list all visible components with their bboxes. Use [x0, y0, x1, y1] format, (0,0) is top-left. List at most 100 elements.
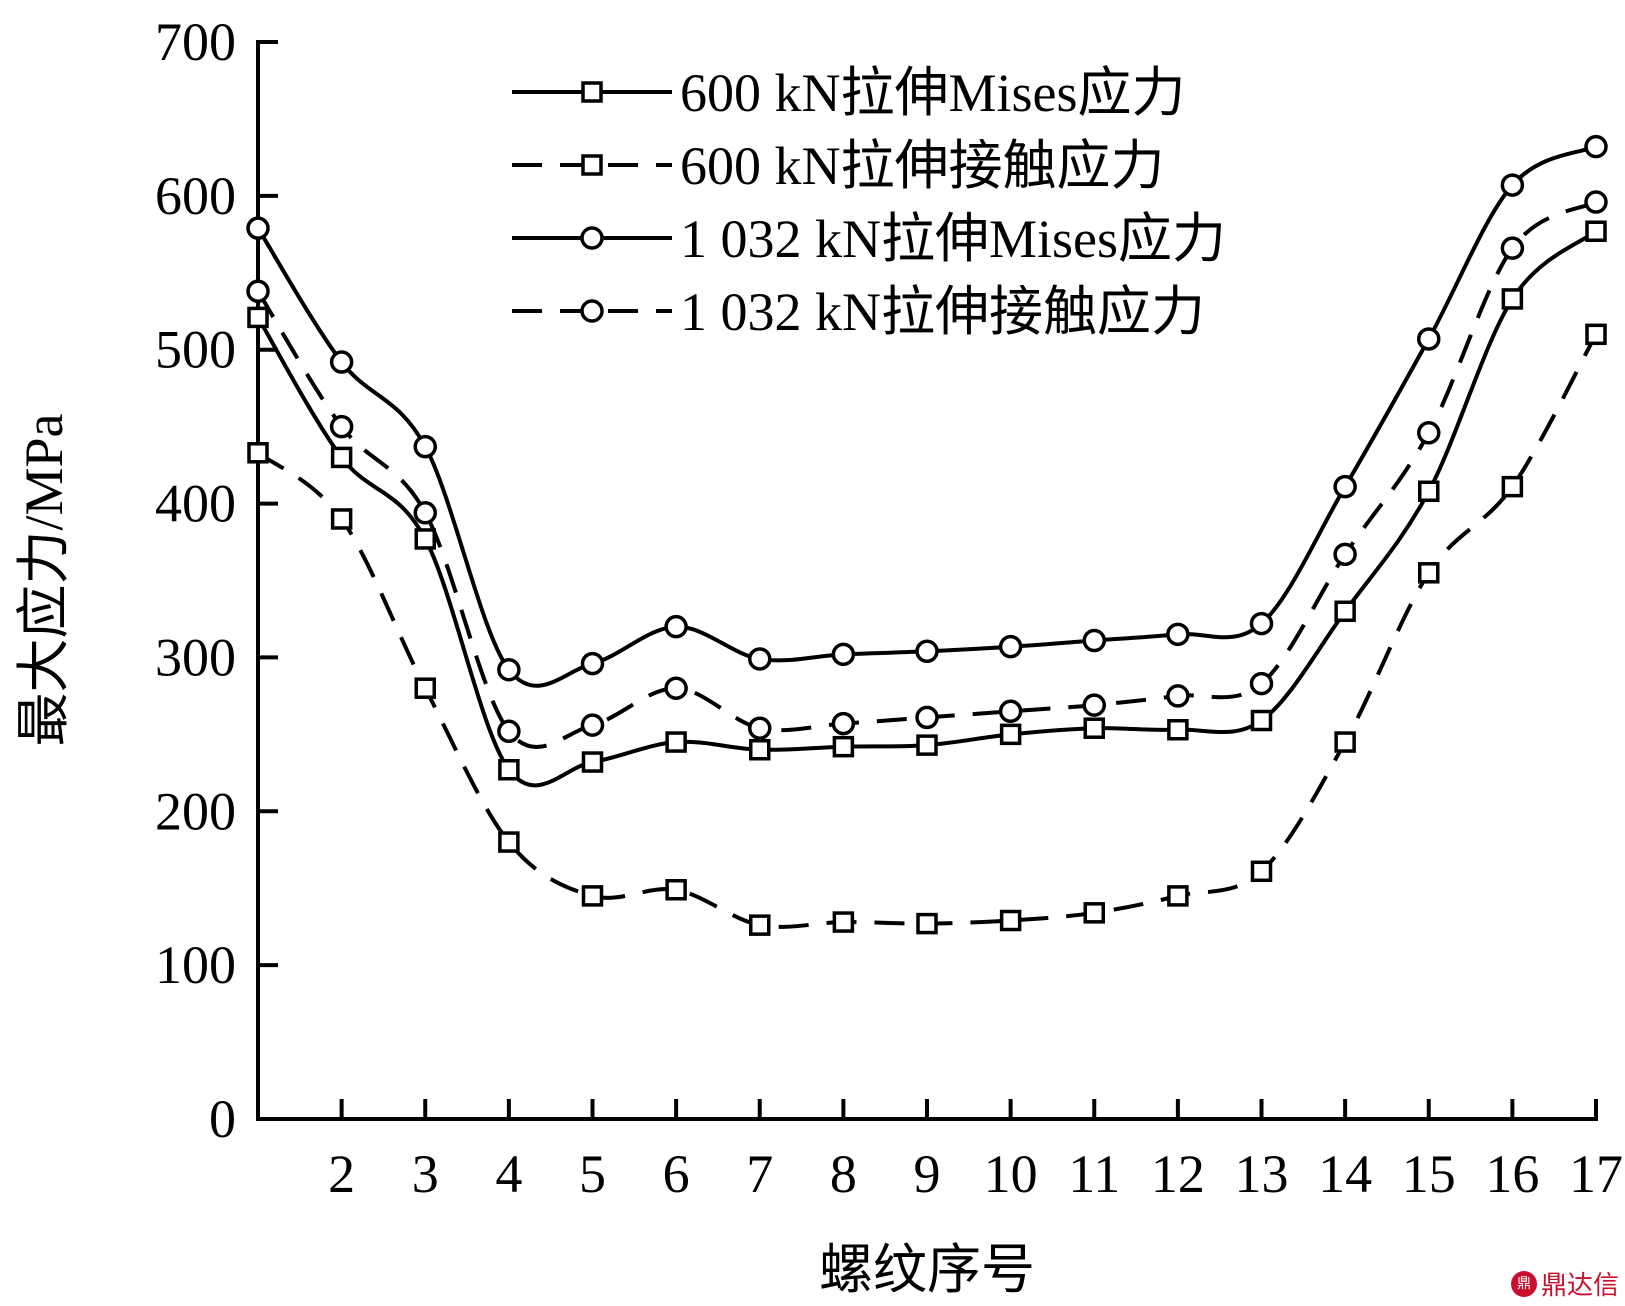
data-point — [1167, 885, 1189, 907]
data-point — [998, 699, 1023, 724]
data-point — [999, 909, 1022, 932]
data-point — [748, 647, 772, 671]
data-point — [999, 723, 1022, 746]
data-point — [665, 879, 687, 901]
y-tick-label: 300 — [155, 627, 236, 687]
y-tick-label: 0 — [209, 1089, 236, 1149]
data-point — [580, 651, 605, 676]
data-point — [749, 738, 771, 761]
data-point — [1418, 480, 1440, 503]
data-point — [1333, 542, 1357, 567]
x-tick-label: 6 — [663, 1144, 690, 1204]
series-1 — [247, 220, 1607, 788]
data-point — [1082, 693, 1106, 717]
x-tick-label: 10 — [984, 1144, 1038, 1204]
data-point — [831, 642, 856, 667]
data-point — [748, 716, 772, 740]
data-point — [916, 912, 938, 935]
data-point — [498, 758, 520, 781]
watermark-logo-icon: 鼎 — [1510, 1270, 1537, 1297]
y-tick-label: 400 — [155, 474, 236, 534]
data-point — [414, 528, 436, 550]
data-point — [915, 705, 939, 730]
data-point — [1500, 236, 1525, 260]
series-4 — [246, 190, 1608, 749]
data-point — [749, 914, 771, 936]
watermark-text: 鼎达信 — [1540, 1271, 1619, 1301]
data-point — [330, 446, 353, 469]
data-point — [1249, 671, 1274, 696]
series-2 — [247, 323, 1607, 936]
data-point — [246, 216, 270, 240]
data-point — [1584, 190, 1608, 214]
data-point — [581, 885, 604, 907]
data-point — [832, 911, 855, 933]
y-axis-title: 最大应力/MPa — [14, 413, 74, 746]
data-point — [1166, 622, 1190, 647]
data-point — [497, 719, 521, 744]
data-point — [1166, 684, 1190, 708]
data-point — [916, 734, 938, 756]
x-tick-label: 16 — [1485, 1144, 1539, 1204]
data-point — [246, 279, 270, 303]
x-ticks: 2 3 4 5 6 7 8 9 10 11 12 13 14 15 16 17 — [256, 1099, 1623, 1204]
data-point — [247, 306, 269, 329]
data-point — [413, 501, 437, 525]
data-point — [832, 735, 855, 758]
legend-label: 1 032 kN拉伸接触应力 — [680, 282, 1205, 342]
x-tick-label: 9 — [914, 1144, 941, 1204]
y-tick-label: 100 — [155, 935, 236, 995]
data-point — [1501, 475, 1524, 498]
data-point — [1585, 220, 1607, 242]
watermark: 鼎 鼎达信 — [1510, 1265, 1619, 1302]
data-point — [831, 711, 856, 736]
legend-marker — [580, 226, 604, 250]
data-point — [1501, 288, 1524, 310]
data-point — [1250, 860, 1273, 883]
data-point — [1083, 902, 1105, 924]
y-tick-label: 500 — [155, 320, 236, 380]
data-point — [1250, 709, 1273, 732]
data-point — [330, 508, 353, 530]
legend-marker — [581, 154, 603, 176]
data-point — [1418, 562, 1440, 584]
data-point — [1334, 731, 1356, 753]
legend: 600 kN拉伸Mises应力 600 kN拉伸接触应力 1 032 kN拉伸Mis… — [512, 63, 1226, 342]
x-tick-label: 5 — [579, 1144, 606, 1204]
series-layer — [246, 134, 1608, 936]
data-point — [1083, 717, 1105, 739]
y-tick-label: 200 — [155, 781, 236, 841]
data-point — [329, 350, 354, 374]
data-point — [580, 713, 605, 737]
x-tick-label: 12 — [1151, 1144, 1205, 1204]
data-point — [998, 634, 1023, 659]
series-3 — [246, 134, 1608, 688]
legend-label: 1 032 kN拉伸Mises应力 — [680, 209, 1226, 269]
x-tick-label: 8 — [830, 1144, 857, 1204]
x-tick-label: 2 — [328, 1144, 355, 1204]
data-point — [1333, 474, 1357, 499]
data-point — [1334, 600, 1356, 623]
data-point — [664, 676, 688, 700]
data-point — [1417, 327, 1441, 351]
legend-label: 600 kN拉伸接触应力 — [680, 136, 1165, 196]
x-tick-label: 7 — [746, 1144, 773, 1204]
data-point — [665, 731, 687, 753]
x-tick-label: 13 — [1235, 1144, 1289, 1204]
data-point — [664, 614, 688, 639]
data-point — [1167, 718, 1189, 741]
x-tick-label: 17 — [1569, 1144, 1623, 1204]
x-tick-label: 3 — [412, 1144, 439, 1204]
data-point — [1584, 134, 1608, 159]
data-point — [498, 831, 520, 853]
legend-marker — [580, 299, 604, 323]
data-point — [497, 657, 521, 682]
data-point — [1417, 421, 1441, 445]
x-tick-label: 15 — [1402, 1144, 1456, 1204]
data-point — [414, 677, 436, 699]
y-tick-label: 700 — [155, 12, 236, 72]
x-tick-label: 14 — [1318, 1144, 1372, 1204]
x-tick-label: 11 — [1068, 1144, 1120, 1204]
data-point — [1500, 173, 1525, 197]
